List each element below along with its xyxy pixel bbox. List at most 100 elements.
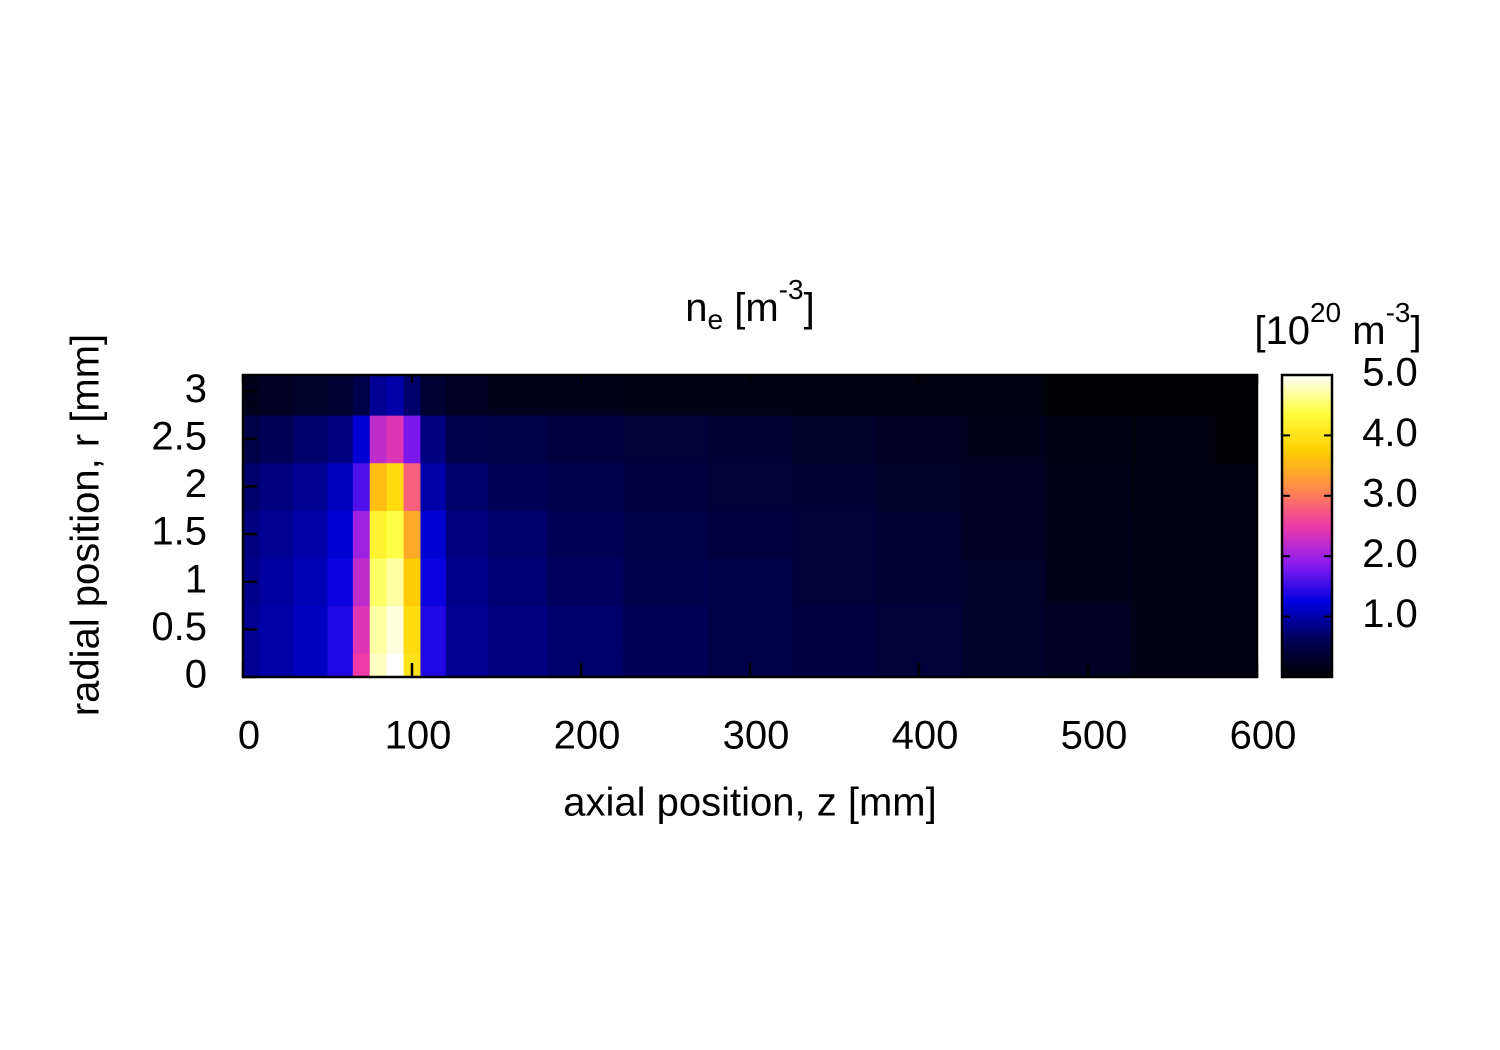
heatmap-cell	[259, 653, 295, 678]
colorbar-tick-label: 1.0	[1362, 592, 1418, 636]
heatmap-cell	[1214, 653, 1258, 678]
heatmap-cell	[259, 462, 295, 511]
heatmap-cell	[420, 375, 447, 416]
title-part: ]	[804, 286, 815, 330]
heatmap-cell	[792, 375, 878, 416]
heatmap-cell	[259, 375, 295, 416]
heatmap-cell	[876, 462, 962, 511]
heatmap-cell	[369, 605, 388, 654]
heatmap-cell	[293, 557, 329, 607]
heatmap-cell	[1214, 375, 1258, 416]
colorbar-tick-label: 3.0	[1362, 471, 1418, 515]
heatmap-cell	[961, 557, 1047, 607]
heatmap-cell	[1214, 510, 1258, 559]
heatmap-cell	[1130, 375, 1216, 416]
x-tick-label: 100	[385, 714, 452, 758]
heatmap-cell	[259, 605, 295, 654]
heatmap-cell	[961, 462, 1047, 511]
heatmap-cell	[488, 605, 548, 654]
heatmap-cell	[876, 415, 962, 464]
colorbar-label-part: -3	[1386, 297, 1411, 328]
heatmap-cell	[961, 415, 1047, 464]
heatmap-cell	[488, 510, 548, 559]
heatmap-cell	[961, 510, 1047, 559]
heatmap-cell	[403, 462, 422, 511]
heatmap-cell	[1130, 415, 1216, 464]
heatmap-cell	[259, 415, 295, 464]
heatmap-cell	[369, 415, 388, 464]
heatmap-cell	[1214, 605, 1258, 654]
heatmap-cell	[623, 653, 709, 678]
heatmap-cell	[445, 510, 489, 559]
heatmap-cell	[420, 415, 447, 464]
heatmap-cell	[293, 462, 329, 511]
heatmap-cell	[386, 557, 405, 607]
heatmap-cell	[293, 375, 329, 416]
heatmap-cell	[403, 557, 422, 607]
heatmap-cell	[369, 510, 388, 559]
title-part: -3	[779, 274, 804, 305]
heatmap-cell	[386, 462, 405, 511]
heatmap-cell	[352, 605, 371, 654]
chart-title: ne [m-3]	[685, 274, 814, 335]
x-tick-label: 0	[238, 714, 260, 758]
colorbar-scale	[1280, 373, 1334, 679]
heatmap-cell	[327, 375, 354, 416]
y-tick-label: 0.5	[151, 605, 207, 649]
heatmap-cell	[792, 653, 878, 678]
heatmap-cell	[547, 462, 624, 511]
heatmap-cell	[243, 375, 261, 416]
title-part: e	[708, 304, 724, 335]
x-tick-label: 500	[1061, 714, 1128, 758]
heatmap-cell	[488, 375, 548, 416]
heatmap-cell	[293, 510, 329, 559]
heatmap-cell	[1045, 462, 1131, 511]
colorbar-label-part: [10	[1254, 309, 1310, 353]
heatmap-cell	[420, 653, 447, 678]
y-axis-label: radial position, r [mm]	[64, 334, 108, 716]
heatmap-cell	[386, 375, 405, 416]
heatmap-cell	[1214, 462, 1258, 511]
heatmap-cell	[1130, 557, 1216, 607]
heatmap-cell	[1214, 415, 1258, 464]
heatmap-cell	[623, 510, 709, 559]
heatmap-cell	[403, 415, 422, 464]
heatmap-cell	[259, 557, 295, 607]
heatmap-cell	[386, 510, 405, 559]
heatmap-cell	[403, 375, 422, 416]
heatmap-cell	[623, 557, 709, 607]
heatmap-cell	[369, 375, 388, 416]
heatmap-cell	[792, 557, 878, 607]
heatmap-cell	[792, 510, 878, 559]
heatmap-cell	[327, 415, 354, 464]
heatmap-cell	[707, 605, 793, 654]
heatmap-cell	[623, 375, 709, 416]
heatmap-cell	[488, 415, 548, 464]
heatmap-cell	[547, 375, 624, 416]
heatmap-cell	[327, 653, 354, 678]
heatmap-cell	[445, 462, 489, 511]
heatmap-cell	[488, 653, 548, 678]
heatmap-cell	[1130, 462, 1216, 511]
heatmap-cell	[1130, 653, 1216, 678]
heatmap-cell	[623, 462, 709, 511]
heatmap-cell	[352, 415, 371, 464]
x-tick-label: 200	[554, 714, 621, 758]
heatmap-cell	[352, 375, 371, 416]
x-axis-label: axial position, z [mm]	[563, 781, 936, 825]
heatmap-cell	[961, 653, 1047, 678]
heatmap-cell	[420, 462, 447, 511]
heatmap-cell	[876, 510, 962, 559]
x-tick-label: 400	[892, 714, 959, 758]
heatmap-cell	[243, 653, 261, 678]
heatmap-cell	[386, 415, 405, 464]
heatmap-cell	[327, 462, 354, 511]
heatmap-cell	[327, 557, 354, 607]
heatmap-cell	[707, 557, 793, 607]
heatmap-cell	[445, 375, 489, 416]
heatmap-cell	[327, 510, 354, 559]
heatmap-cell	[961, 375, 1047, 416]
heatmap-cell	[403, 605, 422, 654]
heatmap-cell	[1045, 415, 1131, 464]
